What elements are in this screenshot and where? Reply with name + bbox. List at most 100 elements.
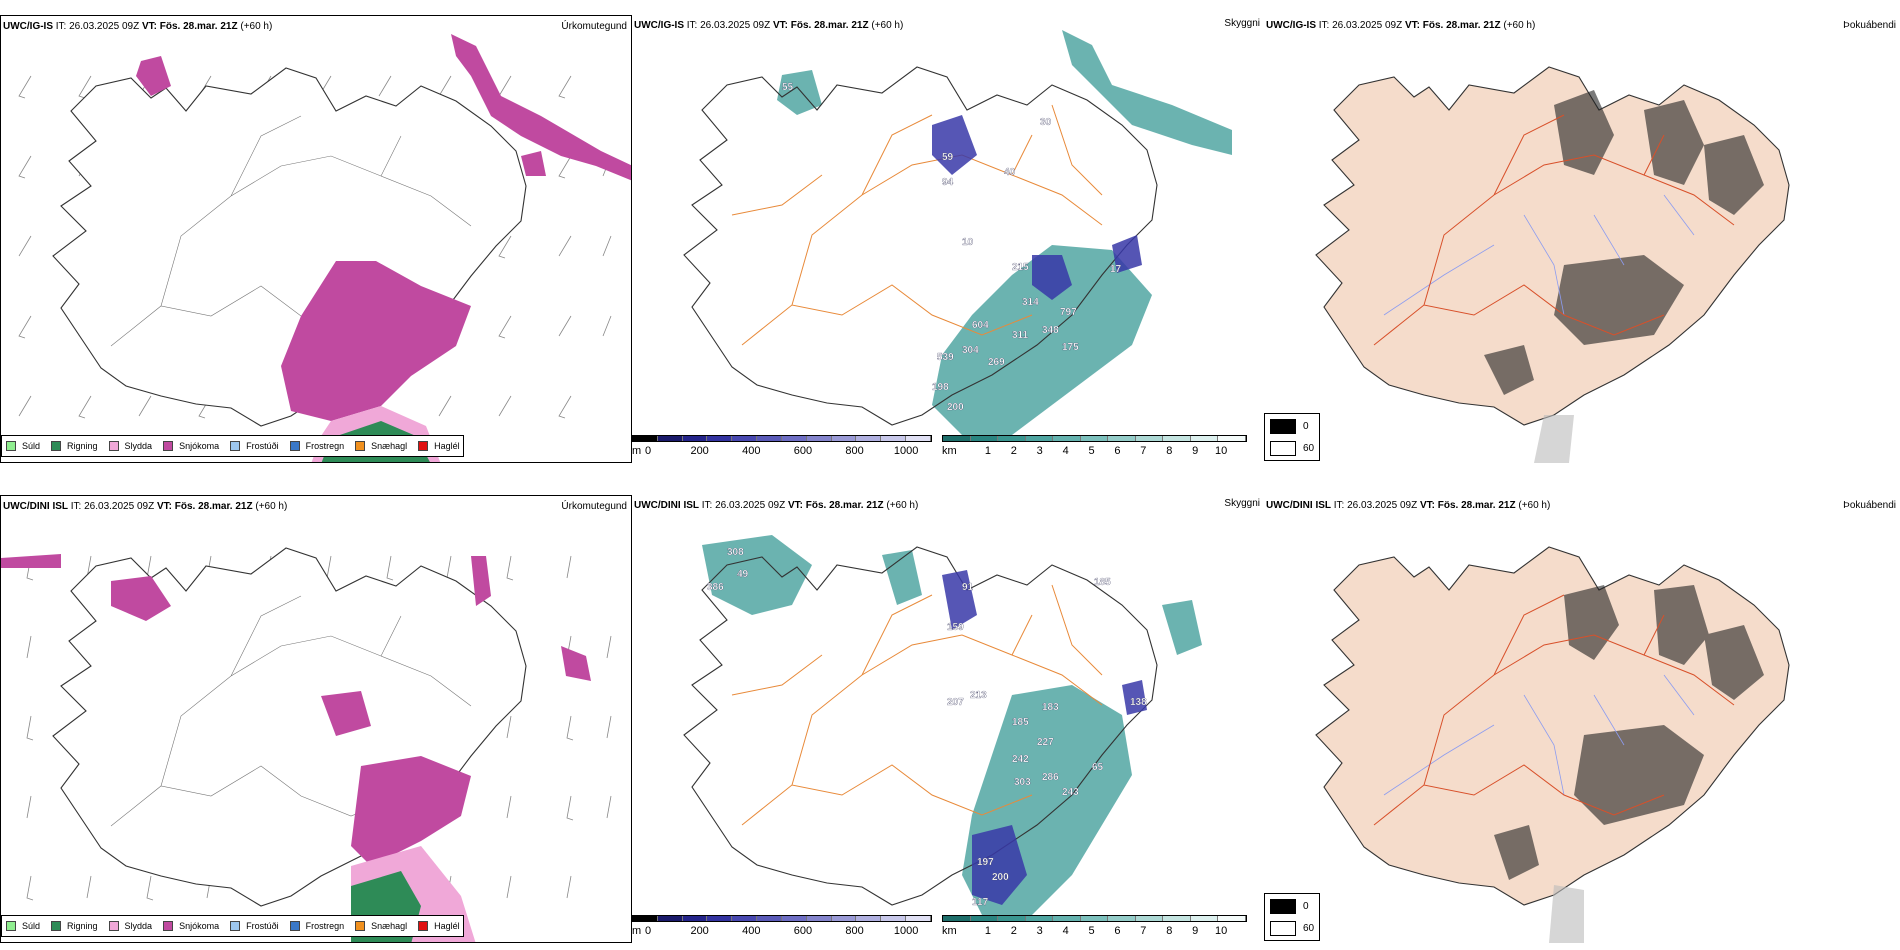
colorbar-step — [682, 436, 708, 441]
legend-item-suld: Súld — [6, 921, 40, 931]
cloud-legend-black — [1270, 419, 1296, 434]
legend-item-frostudi: Frostúði — [230, 441, 279, 451]
colorbar-step — [1025, 436, 1054, 441]
ceiling-label: 348 — [1042, 325, 1059, 336]
ceiling-label: 198 — [932, 382, 949, 393]
legend-item-rigning: Rigning — [51, 921, 98, 931]
legend-swatch — [355, 921, 366, 931]
visibility-tick: 1 — [984, 445, 991, 457]
legend-item-snaehagl: Snæhagl — [355, 921, 407, 931]
visibility-tick: 4 — [1062, 445, 1069, 457]
colorbar-step — [707, 916, 733, 921]
colorbar-step — [657, 436, 683, 441]
visibility-shading — [777, 30, 1232, 435]
panel-header: UWC/IG-IS IT: 26.03.2025 09Z VT: Fös. 28… — [3, 21, 273, 32]
ceiling-label: 539 — [937, 352, 954, 363]
ceiling-label: 286 — [1042, 772, 1059, 783]
precip-panel-row2: UWC/DINI ISL IT: 26.03.2025 09Z VT: Fös.… — [0, 495, 632, 943]
legend-item-snaehagl: Snæhagl — [355, 441, 407, 451]
ceiling-label: 49 — [737, 569, 749, 580]
ceiling-label: 183 — [1042, 702, 1059, 713]
fog-plume — [1549, 885, 1584, 943]
ceiling-label: 303 — [1014, 777, 1031, 788]
cloud-legend-label: 0 — [1303, 421, 1309, 432]
legend-item-frostudi: Frostúði — [230, 921, 279, 931]
fog-panel-row2: UWC/DINI ISL IT: 26.03.2025 09Z VT: Fös.… — [1264, 495, 1900, 943]
colorbar-step — [998, 436, 1026, 441]
ceiling-label: 175 — [1062, 342, 1079, 353]
visibility-tick: 3 — [1036, 925, 1043, 937]
visibility-tick: 1 — [984, 925, 991, 937]
precip-snjokoma — [136, 34, 631, 421]
ceiling-label: 65 — [1092, 762, 1104, 773]
visibility-colorbar: km 1 2 3 4 5 6 7 8 9 10 — [942, 435, 1247, 461]
cloud-legend: 0 60 — [1264, 893, 1320, 941]
visibility-tick: 10 — [1214, 925, 1228, 937]
precip-legend: Súld Rigning Slydda Snjókoma Frostúði Fr… — [1, 435, 464, 457]
colorbar-step — [1163, 916, 1191, 921]
fog-shading — [1494, 585, 1764, 880]
visibility-map: 55 59 94 40 30 10 215 314 797 604 304 31… — [683, 30, 1232, 435]
colorbar-step — [1190, 916, 1219, 921]
colorbar-step — [1108, 916, 1136, 921]
colorbar-step — [831, 916, 857, 921]
legend-item-haglel: Haglél — [418, 921, 460, 931]
ceiling-labels: 55 59 94 40 30 10 215 314 797 604 304 31… — [782, 82, 1122, 413]
colorbar-step — [1025, 916, 1054, 921]
ceiling-label: 94 — [942, 177, 954, 188]
colorbar-step — [881, 436, 907, 441]
ceiling-label: 185 — [1012, 717, 1029, 728]
visibility-tick: 9 — [1192, 925, 1199, 937]
ceiling-label: 17 — [1110, 264, 1122, 275]
colorbar-step — [943, 916, 971, 921]
colorbar-step — [657, 916, 683, 921]
colorbar-step — [906, 436, 931, 441]
roads — [110, 595, 472, 827]
cloud-legend-label: 60 — [1303, 443, 1315, 454]
legend-swatch — [163, 441, 174, 451]
colorbar-step — [757, 916, 782, 921]
legend-item-snjokoma: Snjókoma — [163, 441, 219, 451]
ceiling-label: 197 — [977, 857, 994, 868]
roads — [1373, 594, 1735, 826]
ceiling-label: 159 — [947, 622, 964, 633]
roads — [1373, 114, 1735, 346]
legend-item-haglel: Haglél — [418, 441, 460, 451]
ceiling-tick: 200 — [690, 445, 709, 457]
visibility-map: 308 49 386 91 159 185 207 213 183 138 18… — [683, 535, 1202, 915]
visibility-tick: 3 — [1036, 445, 1043, 457]
ceiling-label: 386 — [707, 582, 724, 593]
ceiling-tick: 800 — [845, 445, 864, 457]
ceiling-label: 55 — [782, 82, 794, 93]
colorbar-step — [856, 916, 882, 921]
colorbar-step — [781, 436, 807, 441]
ceiling-tick: 1000 — [893, 925, 919, 937]
cloud-legend-label: 60 — [1303, 923, 1315, 934]
ceiling-label: 10 — [962, 237, 974, 248]
cloud-legend-white — [1270, 441, 1296, 456]
colorbar-step — [1080, 436, 1109, 441]
legend-item-slydda: Slydda — [108, 441, 152, 451]
colorbar-step — [732, 916, 758, 921]
legend-swatch — [6, 921, 16, 931]
legend-swatch — [51, 441, 62, 451]
visibility-tick: 7 — [1140, 925, 1147, 937]
precip-panel-row1: UWC/IG-IS IT: 26.03.2025 09Z VT: Fös. 28… — [0, 15, 632, 463]
colorbar-step — [906, 916, 931, 921]
visibility-tick: 6 — [1114, 445, 1121, 457]
legend-item-snjokoma: Snjókoma — [163, 921, 219, 931]
ceiling-label: 59 — [942, 152, 954, 163]
ceiling-tick: 600 — [793, 445, 813, 457]
fog-panel-row1: UWC/IG-IS IT: 26.03.2025 09Z VT: Fös. 28… — [1264, 15, 1900, 463]
legend-swatch — [289, 441, 300, 451]
colorbar-step — [1080, 916, 1109, 921]
legend-item-frostregn: Frostregn — [289, 441, 344, 451]
legend-item-frostregn: Frostregn — [289, 921, 344, 931]
ceiling-label: 138 — [1130, 697, 1147, 708]
legend-swatch — [51, 921, 62, 931]
ceiling-label: 604 — [972, 320, 989, 331]
ceiling-tick: 0 — [644, 925, 652, 937]
colorbar-step — [806, 436, 832, 441]
visibility-colorbar-bar — [942, 915, 1247, 922]
visibility-tick: 8 — [1166, 445, 1173, 457]
